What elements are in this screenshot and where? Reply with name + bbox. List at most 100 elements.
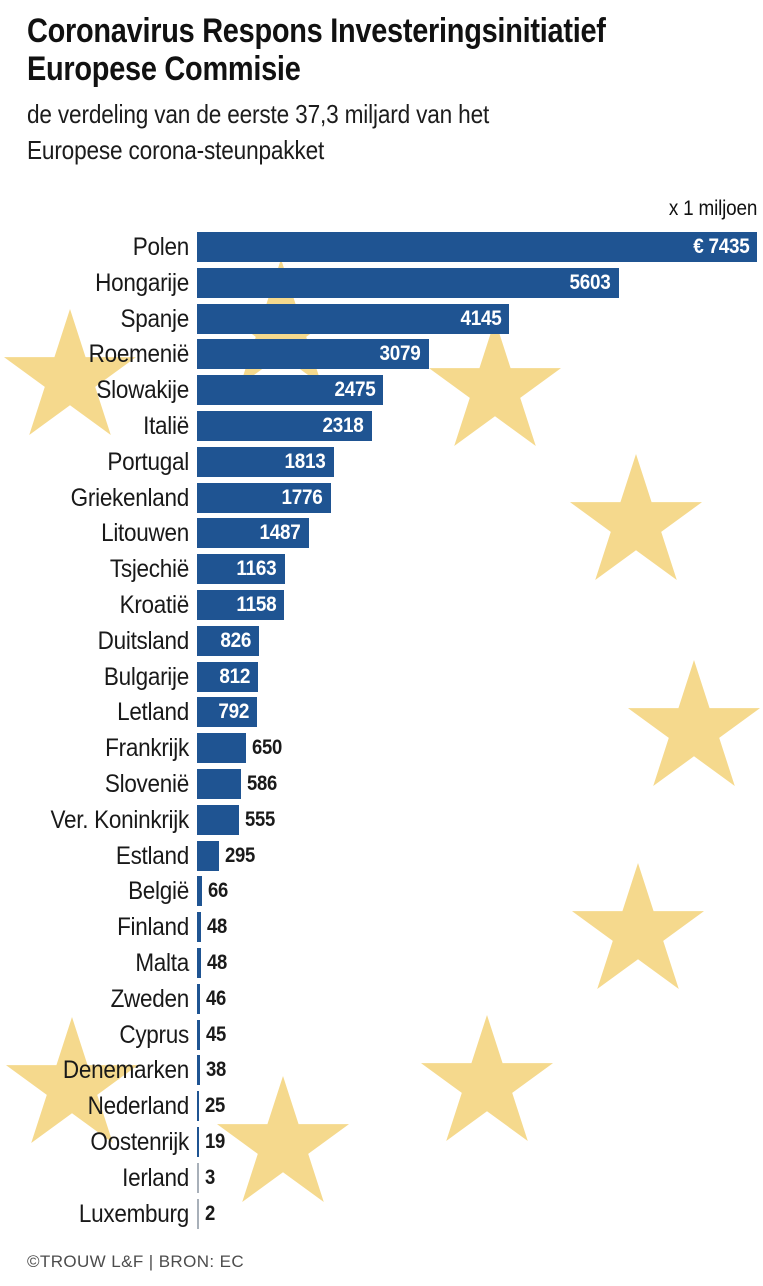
bar-track: 1813 (197, 446, 763, 477)
bar-track: 2 (197, 1198, 763, 1229)
chart-row: Griekenland 1776 (0, 482, 763, 513)
bar-chart: Polen € 7435 Hongarije 5603 Spanje 4145 Roemen… (0, 232, 763, 1229)
bar-track: 650 (197, 733, 763, 764)
bar-track: 586 (197, 768, 763, 799)
bar-track: 792 (197, 697, 763, 728)
country-label: Oostenrijk (90, 1127, 189, 1156)
bar-track: 1158 (197, 589, 763, 620)
value-label: 1776 (281, 485, 323, 509)
country-label: Griekenland (70, 483, 190, 512)
title-line-2: Europese Commisie (27, 50, 301, 88)
bar-track: € 7435 (197, 232, 763, 262)
country-label: Letland (117, 698, 189, 727)
chart-row: Duitsland 826 (0, 625, 763, 656)
chart-row: Oostenrijk 19 (0, 1126, 763, 1157)
value-label: 650 (251, 736, 282, 760)
value-label: 2475 (334, 378, 376, 402)
chart-row: Letland 792 (0, 697, 763, 728)
bar-track: 826 (197, 625, 763, 656)
bar: 5603 (197, 267, 619, 298)
bar (197, 768, 242, 799)
subtitle-line-2: Europese corona-steunpakket (27, 135, 325, 165)
value-label: 46 (206, 986, 227, 1010)
value-label: 1158 (236, 592, 277, 616)
bar-track: 295 (197, 840, 763, 871)
bar-track: 1487 (197, 518, 763, 549)
bar (197, 1198, 199, 1229)
value-label: 1813 (284, 449, 326, 473)
chart-row: Hongarije 5603 (0, 267, 763, 298)
chart-row: Roemenië 3079 (0, 339, 763, 370)
value-label: 48 (206, 950, 227, 974)
chart-row: Italië 2318 (0, 410, 763, 441)
value-label: 1163 (236, 557, 277, 581)
chart-row: Ierland 3 (0, 1162, 763, 1193)
bar (197, 804, 239, 835)
country-label: Finland (117, 913, 189, 942)
country-label: Slovenië (104, 769, 189, 798)
bar-track: 1776 (197, 482, 763, 513)
bar: 3079 (197, 339, 429, 370)
bar: 2318 (197, 410, 372, 441)
chart-row: Malta 48 (0, 947, 763, 978)
country-label: Nederland (87, 1092, 190, 1121)
bar-track: 48 (197, 947, 763, 978)
chart-row: België 66 (0, 876, 763, 907)
country-label: Ierland (122, 1163, 189, 1192)
chart-row: Tsjechië 1163 (0, 554, 763, 585)
chart-row: Finland 48 (0, 912, 763, 943)
value-label: 555 (244, 807, 275, 831)
bar (197, 1162, 199, 1193)
bar-track: 812 (197, 661, 763, 692)
bar: 826 (197, 625, 260, 656)
chart-row: Litouwen 1487 (0, 518, 763, 549)
chart-row: Slovenië 586 (0, 768, 763, 799)
value-label: 1487 (260, 521, 301, 545)
bar-track: 4145 (197, 303, 763, 334)
value-label: 19 (205, 1129, 226, 1153)
source-credit: ©TROUW L&F | BRON: EC (27, 1252, 245, 1271)
country-label: Zweden (110, 984, 190, 1013)
value-label: 826 (220, 628, 252, 652)
page-title: Coronavirus Respons Investeringsinitiati… (27, 12, 606, 88)
subtitle: de verdeling van de eerste 37,3 miljard … (27, 96, 489, 168)
chart-row: Frankrijk 650 (0, 733, 763, 764)
bar: 4145 (197, 303, 510, 334)
bar-track: 3079 (197, 339, 763, 370)
country-label: Ver. Koninkrijk (50, 805, 189, 834)
value-label: 2 (204, 1201, 215, 1225)
bar: 1487 (197, 518, 309, 549)
bar: 812 (197, 661, 259, 692)
value-label: 48 (206, 915, 227, 939)
bar (197, 733, 246, 764)
bar: 1776 (197, 482, 331, 513)
bar-track: 2475 (197, 375, 763, 406)
country-label: Spanje (120, 304, 190, 333)
title-line-1: Coronavirus Respons Investeringsinitiati… (27, 12, 606, 50)
bar (197, 876, 202, 907)
country-label: Kroatië (119, 590, 190, 619)
unit-label: x 1 miljoen (668, 197, 758, 220)
bar (197, 1126, 199, 1157)
bar-track: 2318 (197, 410, 763, 441)
chart-row: Ver. Koninkrijk 555 (0, 804, 763, 835)
country-label: Denemarken (62, 1056, 189, 1085)
value-label: 66 (207, 879, 229, 903)
bar: € 7435 (197, 232, 757, 262)
country-label: Bulgarije (103, 662, 189, 691)
value-label: 45 (206, 1022, 227, 1046)
chart-row: Denemarken 38 (0, 1055, 763, 1086)
chart-row: Nederland 25 (0, 1091, 763, 1122)
country-label: België (128, 877, 189, 906)
chart-row: Estland 295 (0, 840, 763, 871)
country-label: Malta (135, 948, 189, 977)
bar-track: 19 (197, 1126, 763, 1157)
value-label: 586 (247, 771, 278, 795)
country-label: Estland (115, 841, 189, 870)
country-label: Polen (132, 233, 189, 261)
bar-track: 45 (197, 1019, 763, 1050)
chart-row: Portugal 1813 (0, 446, 763, 477)
value-label: 792 (217, 700, 249, 724)
country-label: Duitsland (97, 626, 190, 655)
